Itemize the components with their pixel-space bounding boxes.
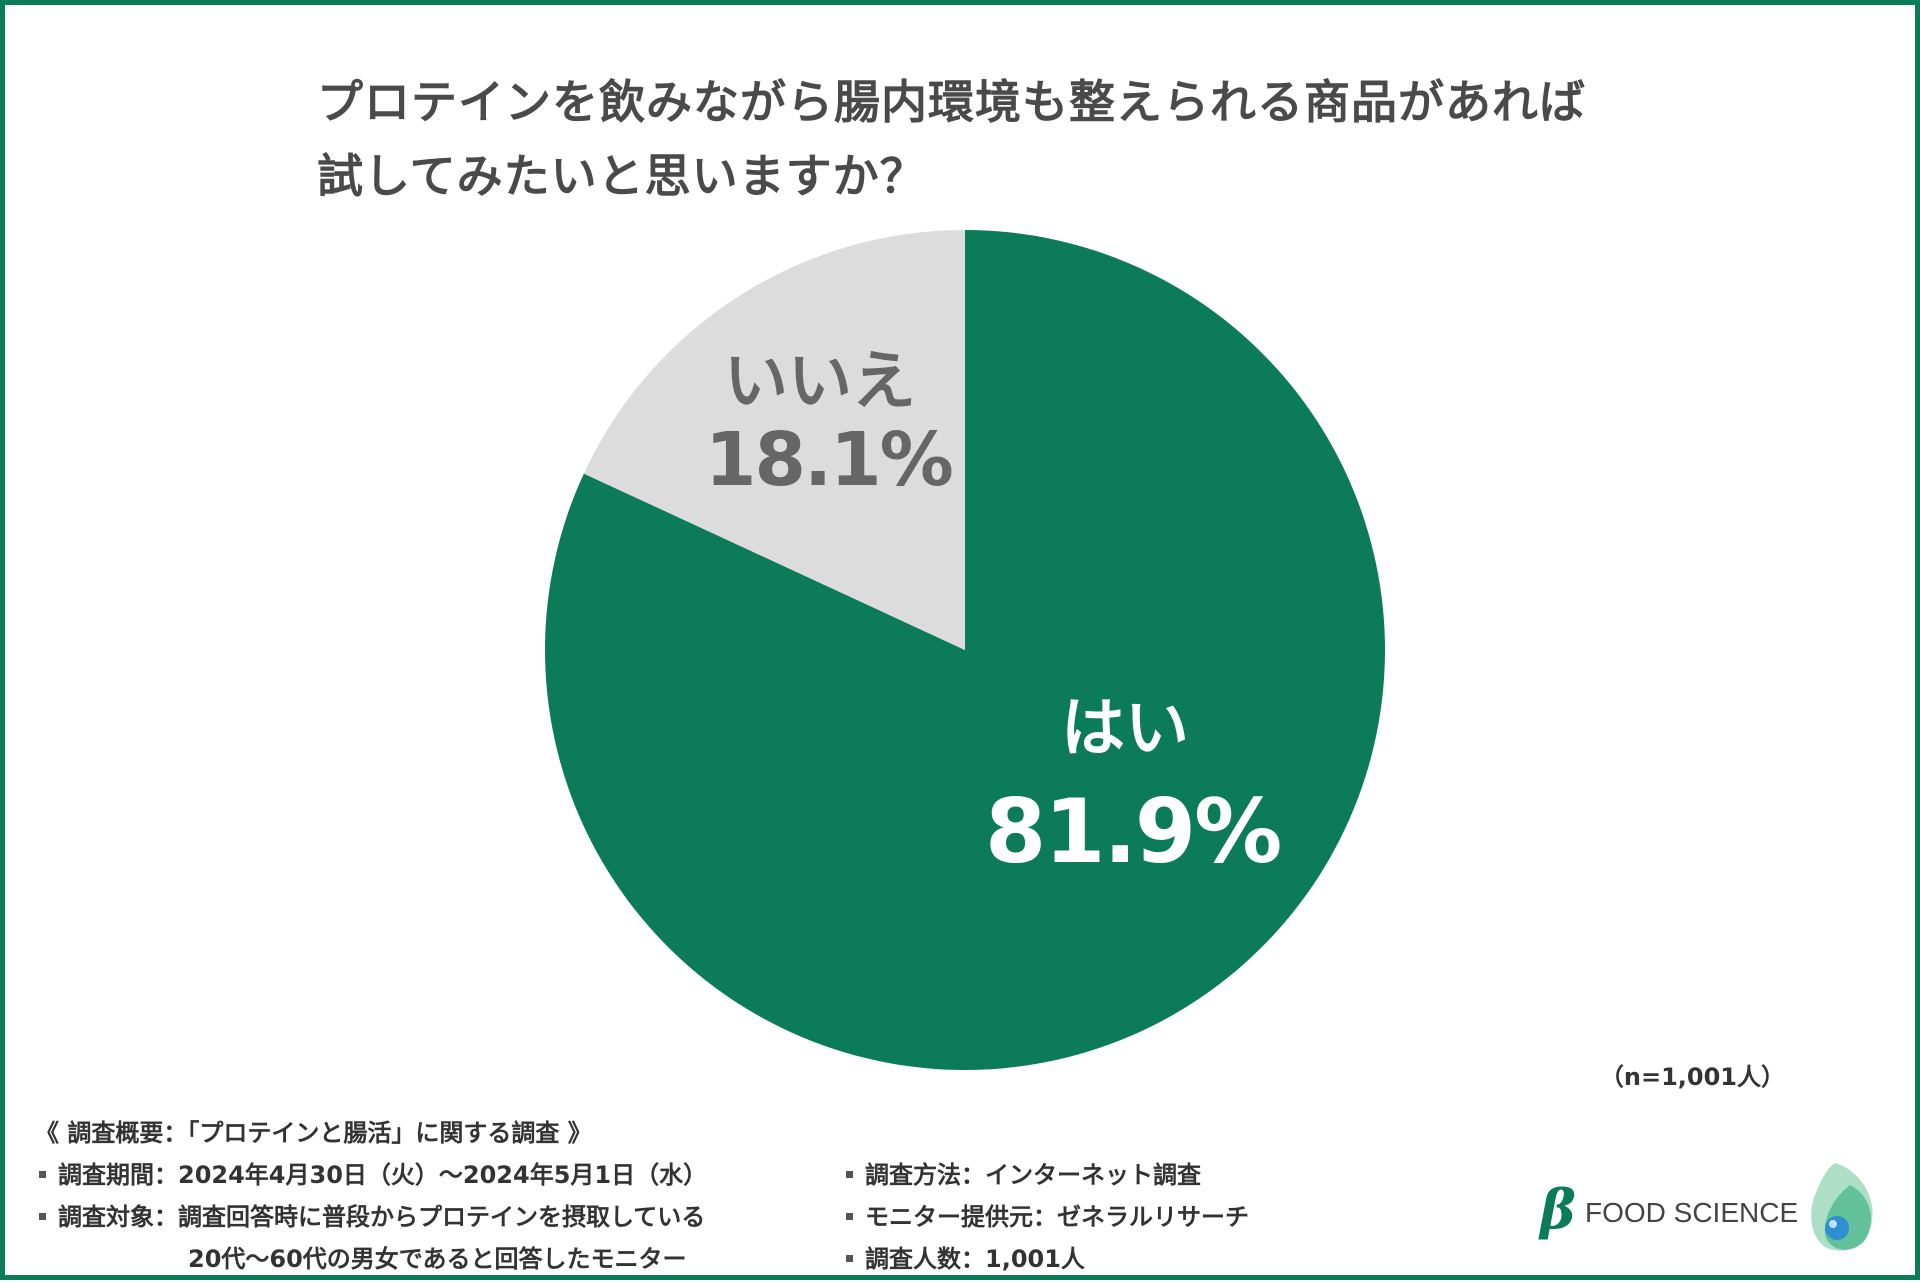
logo-beta-symbol: β xyxy=(1540,1177,1576,1241)
survey-row: 調査方法： インターネット調査 xyxy=(842,1154,1402,1196)
survey-row: 調査対象： 調査回答時に普段からプロテインを摂取している xyxy=(35,1196,835,1238)
survey-value: ゼネラルリサーチ xyxy=(1057,1203,1249,1231)
survey-column-right: 調査方法： インターネット調査 モニター提供元： ゼネラルリサーチ 調査人数： … xyxy=(842,1154,1402,1280)
survey-value: 1,001人 xyxy=(985,1245,1085,1273)
survey-column-left: 調査期間： 2024年4月30日（火）〜2024年5月1日（水） 調査対象： 調… xyxy=(35,1154,835,1280)
brand-logo: β FOOD SCIENCE xyxy=(1540,1155,1900,1265)
sample-size: （n=1,001人） xyxy=(1599,1063,1785,1091)
pie-slice-no xyxy=(583,230,965,650)
survey-value: 調査回答時に普段からプロテインを摂取している xyxy=(178,1203,706,1231)
bullet-icon xyxy=(39,1171,46,1178)
survey-value: 2024年4月30日（火）〜2024年5月1日（水） xyxy=(178,1161,708,1189)
survey-heading: 《 調査概要：「プロテインと腸活」に関する調査 》 xyxy=(35,1119,592,1147)
survey-key: 調査対象： xyxy=(58,1203,178,1231)
slice-value-yes: 81.9% xyxy=(985,780,1282,883)
survey-key: 調査方法： xyxy=(865,1161,985,1189)
chart-title-line-2: 試してみたいと思いますか？ xyxy=(317,149,927,203)
survey-value: 20代〜60代の男女であると回答したモニター xyxy=(188,1245,687,1273)
chart-title-line-1: プロテインを飲みながら腸内環境も整えられる商品があれば xyxy=(317,75,1586,129)
survey-key: 調査人数： xyxy=(865,1245,985,1273)
bullet-icon xyxy=(39,1213,46,1220)
pie-chart xyxy=(545,230,1385,1071)
bullet-icon xyxy=(846,1213,853,1220)
logo-text: FOOD SCIENCE xyxy=(1585,1197,1799,1228)
slice-value-no: 18.1% xyxy=(705,417,954,503)
slice-label-yes: はい xyxy=(1061,692,1189,766)
bullet-icon xyxy=(846,1171,853,1178)
survey-row: 調査人数： 1,001人 xyxy=(842,1238,1402,1280)
survey-row: モニター提供元： ゼネラルリサーチ xyxy=(842,1196,1402,1238)
survey-key: モニター提供元： xyxy=(865,1203,1057,1231)
chart-title: プロテインを飲みながら腸内環境も整えられる商品があれば 試してみたいと思いますか… xyxy=(317,65,1767,213)
slice-label-no: いいえ xyxy=(724,345,916,419)
survey-row-continued: 20代〜60代の男女であると回答したモニター xyxy=(35,1238,835,1280)
survey-overview: 《 調査概要：「プロテインと腸活」に関する調査 》 調査期間： 2024年4月3… xyxy=(35,1112,1485,1273)
leaf-logo-icon xyxy=(1811,1163,1873,1251)
bullet-icon xyxy=(846,1255,853,1262)
survey-key: 調査期間： xyxy=(58,1161,178,1189)
pie-slice-yes xyxy=(545,230,1385,1071)
survey-row: 調査期間： 2024年4月30日（火）〜2024年5月1日（水） xyxy=(35,1154,835,1196)
survey-value: インターネット調査 xyxy=(985,1161,1201,1189)
